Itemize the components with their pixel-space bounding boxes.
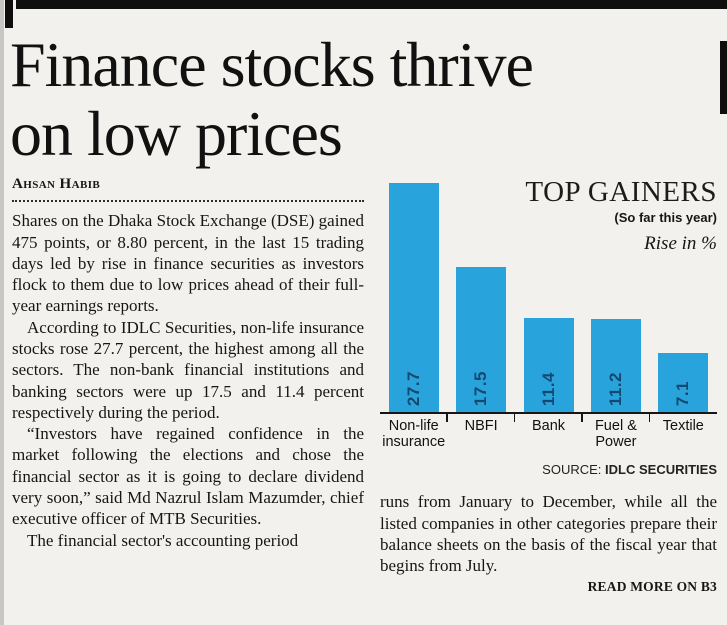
chart-bar-column: 7.1 [650, 180, 717, 413]
article-body-left: Shares on the Dhaka Stock Exchange (DSE)… [12, 210, 364, 551]
chart-categories: Non-life insurance NBFI Bank Fuel & Power Te… [380, 413, 717, 451]
bar-category-label: Textile [648, 413, 717, 450]
article-paragraph: “Investors have regained confidence in t… [12, 424, 364, 529]
chart-plot: 27.7 17.5 11.4 11.2 7.1 [380, 180, 717, 415]
article-paragraph: According to IDLC Securities, non-life i… [12, 317, 364, 422]
article-body-right: runs from January to December, while all… [380, 491, 717, 576]
chart-bar-column: 11.4 [515, 180, 582, 413]
headline-line-2: on low prices [10, 98, 343, 170]
article-columns: Ahsan Habib Shares on the Dhaka Stock Ex… [0, 176, 727, 595]
chart-subtitle: (So far this year) [614, 210, 717, 226]
right-edge-mark [720, 41, 727, 114]
chart-bar-column: 11.2 [582, 180, 649, 413]
bar-category-label: Non-life insurance [382, 418, 446, 451]
chart-unit-label: Rise in % [644, 233, 717, 255]
bar-value-label: 27.7 [403, 371, 423, 407]
chart-bar: 27.7 [388, 182, 439, 413]
bar-category-label: Fuel & Power [581, 413, 649, 450]
chart-bar-column: 17.5 [447, 180, 514, 413]
headline: Finance stocks thrive on low prices [10, 30, 713, 168]
chart-title: TOP GAINERS [525, 176, 717, 209]
article-paragraph: runs from January to December, while all… [380, 492, 717, 576]
source-prefix: SOURCE: [542, 462, 602, 478]
scan-edge [0, 0, 4, 625]
byline: Ahsan Habib [12, 176, 101, 193]
bar-value-label: 7.1 [673, 381, 693, 407]
top-rule [16, 0, 727, 9]
bar-category-label: Bank [513, 413, 582, 450]
article-paragraph: The financial sector's accounting period [27, 530, 299, 550]
bar-value-label: 17.5 [471, 371, 491, 407]
left-edge-mark [5, 0, 13, 28]
chart-header: TOP GAINERS (So far this year) Rise in % [525, 176, 717, 255]
chart-bar-column: 27.7 [380, 180, 447, 413]
read-more-pointer: READ MORE ON B3 [587, 579, 717, 595]
bar-value-label: 11.2 [605, 372, 625, 407]
bar-category-label: NBFI [446, 413, 514, 450]
chart-bar: 11.4 [523, 317, 574, 413]
chart-source: SOURCE: IDLC SECURITIES [380, 462, 717, 477]
source-name: IDLC SECURITIES [605, 462, 717, 478]
right-column: TOP GAINERS (So far this year) Rise in %… [380, 176, 717, 595]
chart-bar: 11.2 [590, 319, 641, 413]
bar-value-label: 11.4 [538, 372, 558, 407]
left-column: Ahsan Habib Shares on the Dhaka Stock Ex… [12, 176, 364, 595]
top-gainers-chart: TOP GAINERS (So far this year) Rise in %… [380, 176, 717, 477]
article-paragraph: Shares on the Dhaka Stock Exchange (DSE)… [12, 211, 364, 316]
byline-dotted-rule [12, 197, 364, 203]
chart-bar: 17.5 [456, 267, 507, 413]
chart-bar: 7.1 [658, 353, 709, 413]
headline-line-1: Finance stocks thrive [10, 29, 534, 100]
